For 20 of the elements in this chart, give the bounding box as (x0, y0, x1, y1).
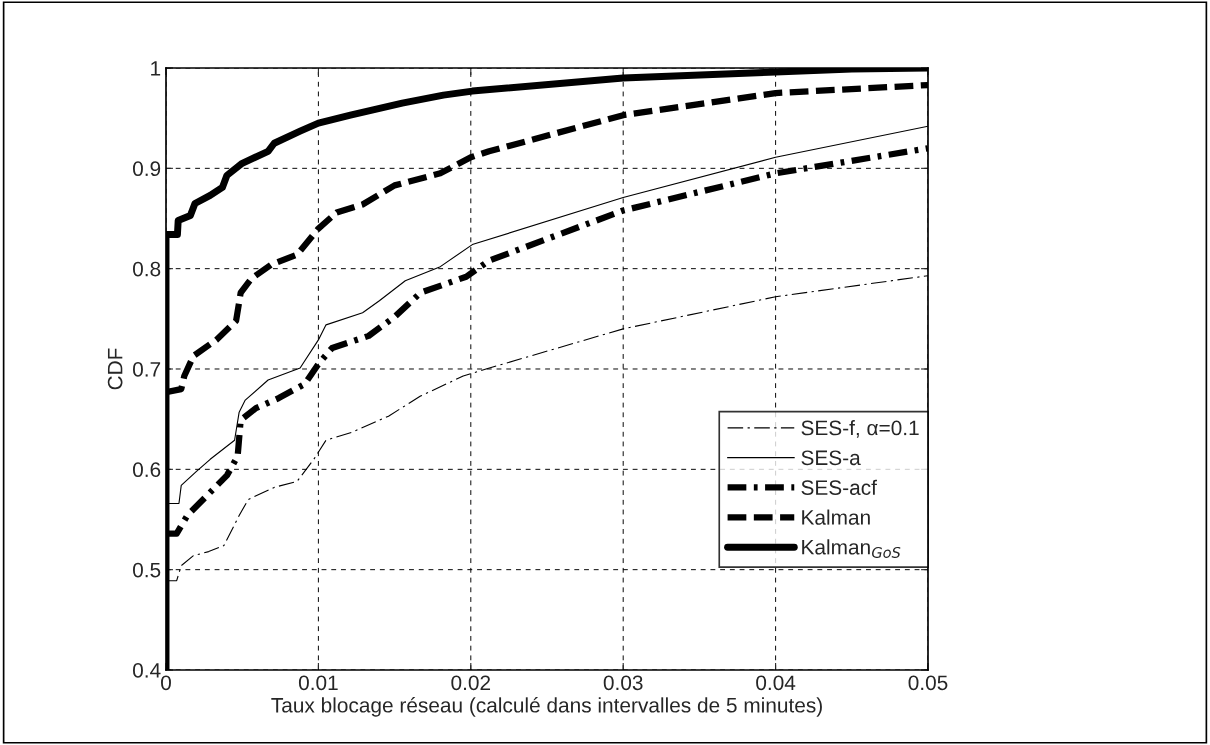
x-tick-label: 0.04 (756, 675, 796, 691)
x-tick-label: 0.02 (451, 675, 491, 691)
x-tick-label: 0.03 (603, 675, 643, 691)
x-tick-label: 0.05 (908, 675, 948, 691)
legend-label: SES-acf (801, 479, 877, 495)
x-tick-label: 0 (161, 675, 171, 691)
legend-label: Kalman (802, 509, 870, 525)
x-axis-title: Taux blocage réseau (calculé dans intervalles de 5 minutes) (271, 697, 822, 717)
legend-label: Kalman$_{GoS}$ (802, 539, 901, 558)
y-tick-label: 0.8 (132, 261, 161, 277)
y-tick-label: 0.9 (132, 161, 161, 177)
y-tick-label: 0.5 (132, 562, 161, 578)
y-tick-label: 0.7 (132, 362, 161, 377)
legend-label: SES-f, α=0.1 (801, 420, 919, 438)
y-tick-label: 1 (151, 61, 161, 76)
legend-label: SES-a (801, 450, 861, 466)
y-tick-label: 0.6 (132, 462, 161, 478)
y-tick-label: 0.4 (132, 663, 161, 678)
x-tick-label: 0.01 (298, 675, 338, 691)
y-axis-title: CDF (107, 348, 123, 390)
